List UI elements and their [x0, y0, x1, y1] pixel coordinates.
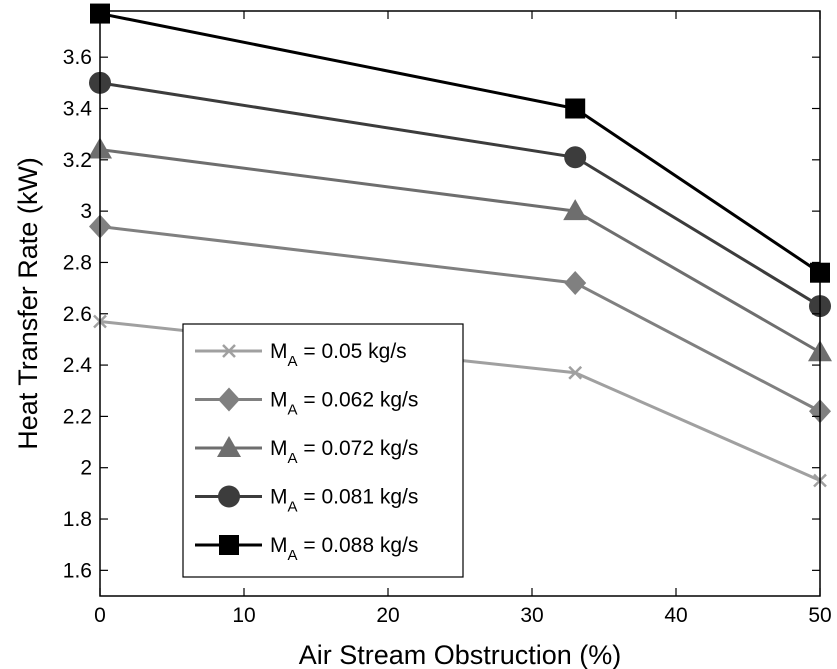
y-tick-label: 2.2	[63, 405, 92, 428]
legend-item: MA = 0.05 kg/s	[195, 340, 407, 370]
data-point	[564, 270, 587, 295]
legend-marker	[217, 436, 241, 457]
y-tick-label: 2.8	[63, 251, 92, 274]
y-axis-label: Heat Transfer Rate (kW)	[13, 157, 43, 450]
legend-label: MA = 0.05 kg/s	[270, 340, 407, 370]
legend-item: MA = 0.072 kg/s	[195, 436, 418, 467]
plot-frame	[99, 10, 821, 597]
legend-item: MA = 0.062 kg/s	[195, 387, 418, 419]
legend-marker	[219, 535, 239, 555]
y-tick-label: 3.2	[63, 149, 92, 172]
x-tick-label: 10	[232, 604, 255, 627]
x-tick-label: 20	[376, 604, 399, 627]
ticks-layer: 0 10 20 30 40 50 1.6 1.8 2 2.2 2.4 2.6 2.8 3 3.2 3.4 3.6	[63, 11, 832, 627]
series-layer	[88, 3, 832, 488]
legend-label: MA = 0.072 kg/s	[270, 437, 418, 467]
y-tick-label: 3	[80, 200, 92, 223]
x-tick-label: 30	[520, 604, 543, 627]
y-tick-label: 3.4	[63, 98, 93, 121]
y-tick-label: 2	[80, 457, 92, 480]
x-tick-label: 40	[664, 604, 687, 627]
x-tick-label: 0	[94, 604, 106, 627]
legend-label: MA = 0.088 kg/s	[270, 534, 418, 564]
legend-marker	[218, 485, 240, 508]
series-line	[99, 81, 821, 308]
data-point	[568, 365, 583, 380]
x-tick-label: 50	[808, 604, 831, 627]
legend-item: MA = 0.081 kg/s	[195, 485, 418, 516]
legend-label: MA = 0.062 kg/s	[270, 389, 418, 419]
legend-item: MA = 0.088 kg/s	[195, 534, 418, 564]
series-2	[89, 214, 831, 424]
x-axis-label: Air Stream Obstruction (%)	[299, 640, 622, 669]
data-point	[564, 146, 587, 169]
series-line	[99, 148, 821, 354]
series-5	[90, 3, 830, 283]
y-tick-label: 2.6	[63, 303, 92, 326]
y-tick-label: 3.6	[63, 46, 92, 69]
y-tick-label: 1.8	[63, 508, 92, 531]
legend-label: MA = 0.081 kg/s	[270, 486, 418, 516]
legend-marker	[222, 344, 236, 358]
data-point	[565, 98, 586, 119]
legend: MA = 0.05 kg/s MA = 0.062 kg/s MA = 0.072 …	[182, 323, 464, 578]
legend-marker	[218, 387, 240, 412]
series-4	[89, 71, 831, 318]
y-tick-label: 1.6	[63, 559, 92, 582]
y-tick-label: 2.4	[63, 354, 93, 377]
data-point	[563, 199, 588, 221]
series-line	[99, 12, 821, 274]
